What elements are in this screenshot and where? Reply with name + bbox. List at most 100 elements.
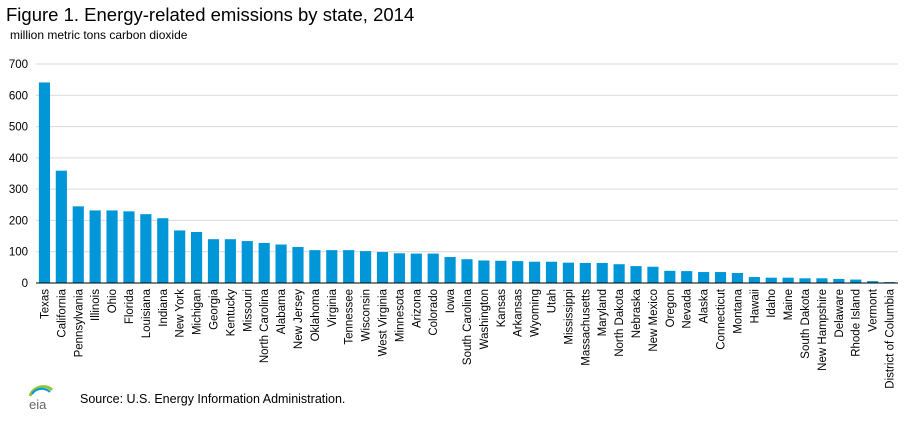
x-tick-label: Colorado [428,289,440,336]
bar-vermont [867,281,879,283]
y-tick-label: 700 [9,59,28,71]
bar-hawaii [748,277,760,283]
x-tick-label: West Virginia [377,288,389,356]
x-tick-label: New Jersey [293,289,305,349]
bar-ohio [106,210,118,283]
chart-title: Figure 1. Energy-related emissions by st… [6,4,415,25]
x-tick-label: Utah [547,289,559,313]
x-tick-label: North Carolina [259,288,271,363]
bar-michigan [190,232,203,283]
y-tick-label: 0 [22,278,28,290]
x-tick-label: Mississippi [563,289,575,345]
y-tick-label: 500 [9,122,28,134]
x-tick-label: Oklahoma [310,288,322,341]
bar-montana [731,272,744,283]
x-tick-label: Minnesota [394,288,406,342]
x-tick-label: Maryland [597,289,609,336]
x-tick-label: Arkansas [513,289,525,337]
x-tick-label: Tennessee [344,289,356,345]
bar-south-carolina [461,259,473,283]
bar-new-mexico [647,266,659,283]
bar-texas [38,82,51,283]
x-tick-label: Montana [732,288,744,333]
x-tick-label: Iowa [445,288,457,313]
bar-idaho [765,277,777,283]
x-tick-label: South Dakota [800,288,812,358]
source-note: Source: U.S. Energy Information Administ… [80,392,346,406]
bar-oklahoma [309,250,321,283]
bar-illinois [89,210,101,283]
x-tick-label: Missouri [242,289,254,332]
bar-new-jersey [292,247,304,283]
x-tick-label: New Hampshire [817,289,829,371]
x-tick-label: Wyoming [530,289,542,337]
bar-alabama [275,244,287,283]
bar-alaska [698,272,710,283]
bar-pennsylvania [72,206,84,283]
y-tick-label: 600 [9,90,28,102]
x-tick-label: Georgia [208,288,220,330]
x-tick-label: Kentucky [225,289,237,337]
bar-kentucky [224,239,236,283]
x-tick-label: North Dakota [614,288,626,356]
x-tick-label: New York [175,289,187,338]
bar-florida [123,211,135,283]
bar-tennessee [343,250,355,283]
x-tick-label: Idaho [766,289,778,318]
x-tick-label: Vermont [868,288,880,332]
x-tick-label: Wisconsin [361,289,373,341]
x-tick-label: Michigan [192,289,204,335]
x-tick-label: Nevada [682,288,694,328]
bar-nevada [681,271,693,283]
logo-text: eia [29,397,47,412]
bar-delaware [833,278,845,283]
y-tick-label: 300 [9,184,28,196]
bar-connecticut [714,272,727,283]
logo-swoosh-blue [31,387,51,395]
bar-virginia [326,250,338,283]
x-tick-label: Hawaii [749,289,761,324]
bar-wyoming [529,261,541,283]
bar-colorado [427,253,439,283]
x-tick-label: Alaska [699,288,711,323]
bar-utah [545,261,558,283]
x-tick-label: California [56,288,68,337]
bar-kansas [495,260,507,283]
bar-oregon [664,270,676,283]
bar-west-virginia [376,252,389,283]
x-tick-label: Kansas [496,289,508,328]
x-tick-label: District of Columbia [885,288,897,388]
x-tick-label: Arizona [411,288,423,328]
x-tick-label: Nebraska [631,288,643,338]
bar-rhode-island [850,279,862,283]
y-tick-label: 400 [9,153,28,165]
bar-washington [478,260,490,283]
x-tick-label: Texas [39,289,51,319]
eia-logo: eia [28,385,54,412]
bar-arkansas [512,261,524,283]
bar-north-dakota [613,264,625,283]
bar-north-carolina [258,242,270,283]
x-tick-label: South Carolina [462,288,474,365]
bar-south-dakota [799,278,811,283]
x-tick-label: Washington [479,289,491,349]
x-tick-label: Oregon [665,289,677,327]
x-tick-label: Pennsylvania [73,288,85,357]
bar-iowa [444,257,456,283]
bar-minnesota [393,253,405,283]
bar-mississippi [562,262,574,283]
bar-louisiana [140,214,152,283]
bar-georgia [207,239,220,283]
chart-subtitle: million metric tons carbon dioxide [10,28,188,42]
x-tick-label: Connecticut [716,288,728,350]
bar-wisconsin [360,251,372,283]
logo-swoosh-green [28,385,54,397]
bar-maine [782,277,794,283]
x-tick-label: Indiana [158,288,170,326]
bar-indiana [157,218,169,283]
x-tick-label: Virginia [327,288,339,327]
bar-new-hampshire [816,278,828,283]
x-tick-label: Florida [124,288,136,324]
x-tick-label: Illinois [90,289,102,321]
